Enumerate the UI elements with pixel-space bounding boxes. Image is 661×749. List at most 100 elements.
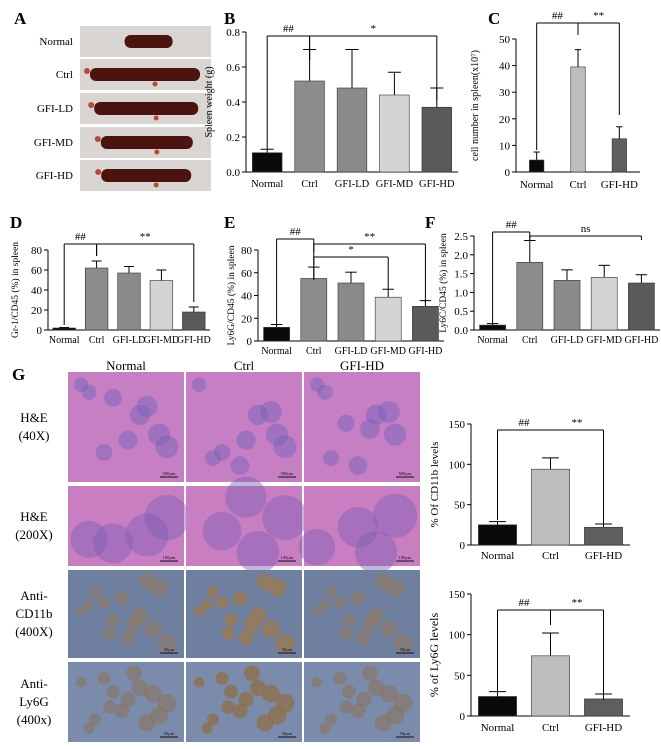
chart-G2: 0 50 100 150 % of Ly6G levels Normal Ctrl GFI-H…: [427, 589, 630, 734]
spleen-sample: [101, 169, 192, 182]
y-tick-label: 60: [241, 268, 253, 280]
tissue-region: [215, 596, 229, 609]
scale-bar-label: 100μm: [399, 555, 412, 560]
tissue-region: [342, 612, 356, 627]
row-label: GFI-MD: [34, 137, 73, 149]
column-header: GFI-HD: [340, 358, 384, 373]
bar: [252, 152, 283, 173]
y-tick-label: 100: [449, 630, 466, 642]
tissue-region: [149, 578, 169, 597]
panel-letter: B: [224, 9, 235, 28]
tissue-region: [93, 523, 133, 564]
tissue-region: [136, 395, 158, 417]
tissue-region: [383, 423, 407, 446]
tissue-region: [378, 401, 400, 423]
panel-letter: F: [425, 213, 435, 232]
spleen-sample: [100, 136, 193, 149]
tissue-region: [205, 450, 221, 466]
bar: [52, 327, 76, 331]
tissue-region: [273, 435, 297, 459]
bar: [294, 80, 325, 173]
tissue-region: [319, 722, 331, 734]
sig-label: ns: [581, 223, 591, 235]
micrograph: [304, 486, 420, 566]
y-tick-label: 1.5: [454, 269, 468, 281]
row-label: Anti-: [20, 588, 47, 603]
y-axis-label: Ly6C/CD45 (%) in spleen: [438, 233, 449, 333]
bar: [117, 272, 141, 331]
scale-bar-label: 50μm: [400, 647, 411, 652]
tissue-region: [342, 684, 356, 699]
tissue-region: [385, 578, 405, 597]
blood-spot: [154, 149, 160, 155]
tissue-region: [374, 714, 392, 732]
y-tick-label: 50: [454, 500, 466, 512]
bar: [516, 262, 544, 331]
y-axis-label: Gr-1/CD45 (%) in spleen: [10, 242, 21, 338]
x-tick-label: Normal: [261, 346, 292, 357]
blood-spot: [153, 182, 159, 188]
tissue-region: [265, 423, 289, 446]
tissue-region: [207, 713, 219, 726]
y-tick-label: 0.0: [226, 167, 240, 179]
tissue-region: [106, 684, 120, 699]
tissue-region: [380, 684, 398, 703]
x-tick-label: GFI-HD: [624, 335, 658, 346]
x-tick-label: GFI-MD: [376, 179, 414, 190]
tissue-region: [70, 520, 108, 559]
chart-F: F 0.0 0.5 1.0 1.5 2.0 2.5 Ly6C/CD45 (%) in sple…: [425, 213, 660, 346]
scale-bar-label: 50μm: [164, 647, 175, 652]
tissue-region: [224, 684, 238, 699]
tissue-region: [120, 691, 136, 708]
y-tick-label: 60: [31, 265, 43, 277]
sig-label: ##: [552, 10, 564, 22]
tissue-region: [201, 598, 213, 611]
y-tick-label: 30: [499, 87, 511, 99]
tissue-region: [372, 493, 418, 538]
tissue-region: [97, 596, 111, 609]
x-tick-label: GFI-LD: [113, 335, 146, 346]
row-label: (400x): [17, 712, 52, 727]
bar: [263, 327, 290, 342]
tissue-region: [275, 633, 295, 654]
bar: [584, 698, 623, 717]
tissue-region: [333, 596, 347, 609]
x-tick-label: Normal: [477, 335, 508, 346]
y-tick-label: 20: [499, 114, 511, 126]
scale-bar-label: 500μm: [281, 471, 294, 476]
blood-spot: [94, 136, 101, 142]
spleen-sample: [124, 35, 173, 48]
row-label: Normal: [39, 36, 73, 48]
micrograph: [68, 372, 184, 482]
y-axis-label: Ly6G/CD45 (%) in spleen: [226, 245, 237, 345]
tissue-region: [238, 691, 254, 708]
tissue-region: [95, 443, 113, 461]
y-tick-label: 0: [37, 325, 43, 337]
bar: [584, 526, 623, 546]
bar: [421, 106, 452, 173]
row-label: (400X): [15, 624, 53, 639]
row-label: GFI-LD: [37, 103, 73, 115]
tissue-region: [75, 676, 87, 688]
y-tick-label: 100: [449, 459, 466, 471]
tissue-region: [309, 377, 325, 392]
scale-bar-label: 500μm: [163, 471, 176, 476]
panel-letter: G: [12, 365, 25, 384]
x-tick-label: GFI-HD: [585, 722, 622, 734]
y-axis-label: % Of CD11b levels: [429, 441, 441, 527]
tissue-region: [262, 684, 280, 703]
tissue-region: [75, 605, 87, 617]
tissue-region: [319, 598, 331, 611]
tissue-region: [354, 531, 398, 574]
scale-bar-label: 100μm: [281, 555, 294, 560]
blood-spot: [88, 102, 95, 108]
x-tick-label: Ctrl: [522, 335, 538, 346]
y-tick-label: 10: [499, 140, 511, 152]
tissue-region: [157, 633, 177, 654]
tissue-region: [325, 713, 337, 726]
y-tick-label: 40: [241, 291, 253, 303]
x-tick-label: GFI-MD: [144, 335, 180, 346]
bar: [531, 655, 570, 717]
tissue-region: [224, 612, 238, 627]
